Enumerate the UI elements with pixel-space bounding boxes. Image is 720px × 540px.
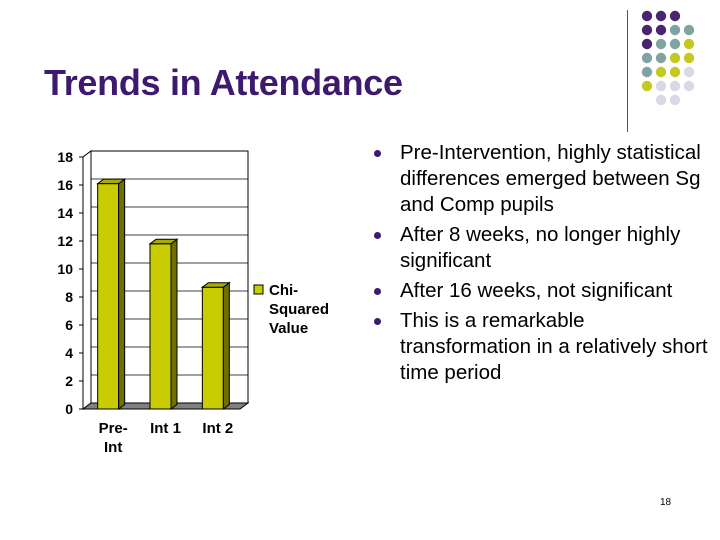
decorative-dot [683, 38, 695, 50]
bullet-list: Pre-Intervention, highly statistical dif… [372, 140, 712, 390]
decorative-dot [655, 66, 667, 78]
legend-swatch [253, 284, 264, 295]
bullet-text: After 8 weeks, no longer highly signific… [400, 223, 681, 272]
decorative-dot [641, 10, 653, 22]
bullet-dot-icon [374, 318, 381, 325]
bullet-text: Pre-Intervention, highly statistical dif… [400, 141, 701, 216]
legend-label: Chi-Squared Value [269, 282, 329, 337]
decorative-dot [655, 80, 667, 92]
bullet-dot-icon [374, 288, 381, 295]
decorative-dot [655, 38, 667, 50]
decorative-dot [669, 66, 681, 78]
bar-front [201, 286, 224, 410]
decorative-dot [655, 94, 667, 106]
y-tick-label: 10 [57, 261, 73, 277]
x-category-label: Int 1 [150, 420, 181, 437]
y-tick-label: 16 [57, 177, 73, 193]
bar [96, 178, 127, 410]
bullet-dot-icon [374, 150, 381, 157]
decorative-dot [669, 52, 681, 64]
decorative-dot [669, 38, 681, 50]
decorative-dot [683, 80, 695, 92]
bar-top [200, 282, 231, 288]
y-tick-label: 0 [65, 401, 73, 417]
decorative-dot [683, 66, 695, 78]
y-tick-label: 4 [65, 345, 73, 361]
divider-line [627, 10, 628, 132]
x-category-label: Pre-Int [99, 420, 128, 456]
slide-title: Trends in Attendance [44, 62, 403, 103]
bar-side [222, 281, 230, 410]
bar-side [170, 238, 178, 410]
decorative-dot [641, 80, 653, 92]
decorative-dot [641, 38, 653, 50]
decorative-dot [669, 10, 681, 22]
bar-top [96, 178, 127, 185]
bullet-item: After 8 weeks, no longer highly signific… [372, 222, 712, 274]
decorative-dot [641, 66, 653, 78]
y-tick-label: 18 [57, 149, 73, 165]
side-wall [82, 150, 92, 410]
y-tick-label: 12 [57, 233, 73, 249]
y-tick-label: 14 [57, 205, 73, 221]
decorative-dot [669, 94, 681, 106]
decorative-dot [669, 24, 681, 36]
bar [200, 281, 231, 410]
bullet-item: After 16 weeks, not significant [372, 278, 712, 304]
decorative-dot [683, 52, 695, 64]
decorative-dot [655, 10, 667, 22]
bar-chart: 0 2 4 6 8 10 12 14 16 18 Pre-Int Int 1 Int 2 Chi-Squa… [57, 149, 329, 456]
bar-side [118, 178, 126, 410]
x-category-label: Int 2 [202, 420, 233, 437]
decorative-dot [683, 24, 695, 36]
bullet-item: Pre-Intervention, highly statistical dif… [372, 140, 712, 218]
decorative-dot [641, 52, 653, 64]
bullet-text: This is a remarkable transformation in a… [400, 309, 708, 384]
bullet-dot-icon [374, 232, 381, 239]
decorative-dot [655, 52, 667, 64]
bar-top [148, 238, 179, 245]
bullet-text: After 16 weeks, not significant [400, 279, 673, 302]
y-tick-label: 8 [65, 289, 73, 305]
decorative-dot [669, 80, 681, 92]
decorative-dot [655, 24, 667, 36]
y-tick-label: 2 [65, 373, 73, 389]
page-number: 18 [660, 497, 672, 508]
bullet-item: This is a remarkable transformation in a… [372, 308, 712, 386]
decorative-dot [641, 24, 653, 36]
bar-front [149, 243, 172, 410]
y-tick-label: 6 [65, 317, 73, 333]
bar [148, 238, 179, 410]
bar-front [97, 183, 120, 410]
decorative-dot-grid [641, 10, 695, 106]
